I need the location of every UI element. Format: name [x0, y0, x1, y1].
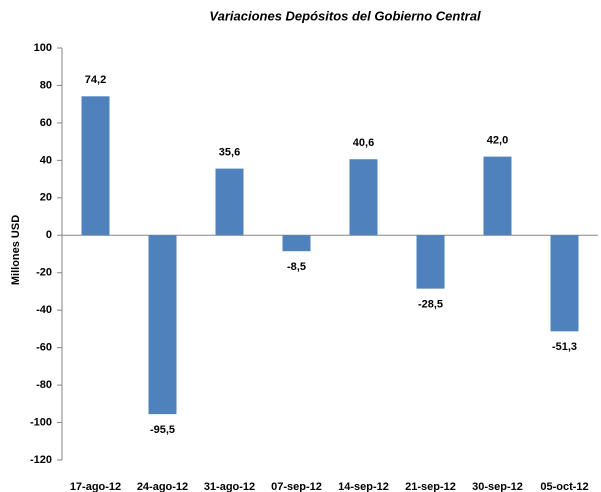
data-label: -8,5 — [287, 261, 306, 273]
bar — [81, 96, 110, 236]
data-label: 35,6 — [219, 147, 240, 159]
bar — [349, 159, 378, 236]
data-label: -28,5 — [418, 299, 443, 311]
data-label: 42,0 — [487, 135, 508, 147]
bar — [215, 168, 244, 236]
bar — [148, 235, 177, 415]
chart-title: Variaciones Depósitos del Gobierno Centr… — [209, 8, 481, 23]
x-tick-label: 05-oct-12 — [540, 481, 588, 492]
y-tick-label: -40 — [36, 304, 52, 316]
y-tick-label: 20 — [40, 192, 52, 204]
x-tick-label: 07-sep-12 — [271, 481, 322, 492]
x-tick-label: 17-ago-12 — [70, 481, 121, 492]
y-tick-label: -80 — [36, 379, 52, 391]
y-tick-label: 100 — [34, 42, 52, 54]
x-tick-label: 14-sep-12 — [338, 481, 389, 492]
x-tick-label: 21-sep-12 — [405, 481, 456, 492]
y-tick-label: -100 — [30, 416, 52, 428]
y-tick-label: -20 — [36, 267, 52, 279]
x-tick-label: 30-sep-12 — [472, 481, 523, 492]
y-tick-label: -120 — [30, 454, 52, 466]
x-tick-label: 31-ago-12 — [204, 481, 255, 492]
bar — [416, 235, 445, 289]
bar — [550, 235, 579, 332]
data-label: -95,5 — [150, 424, 175, 436]
y-axis-label: Millones USD — [10, 215, 22, 285]
y-tick-label: 40 — [40, 154, 52, 166]
bar — [483, 156, 512, 236]
data-label: -51,3 — [552, 341, 577, 353]
data-label: 74,2 — [85, 74, 106, 86]
data-label: 40,6 — [353, 137, 374, 149]
x-tick-label: 24-ago-12 — [137, 481, 188, 492]
y-tick-label: -60 — [36, 342, 52, 354]
y-tick-label: 0 — [46, 229, 52, 241]
bar — [282, 235, 311, 252]
y-tick-label: 80 — [40, 79, 52, 91]
y-tick-label: 60 — [40, 117, 52, 129]
